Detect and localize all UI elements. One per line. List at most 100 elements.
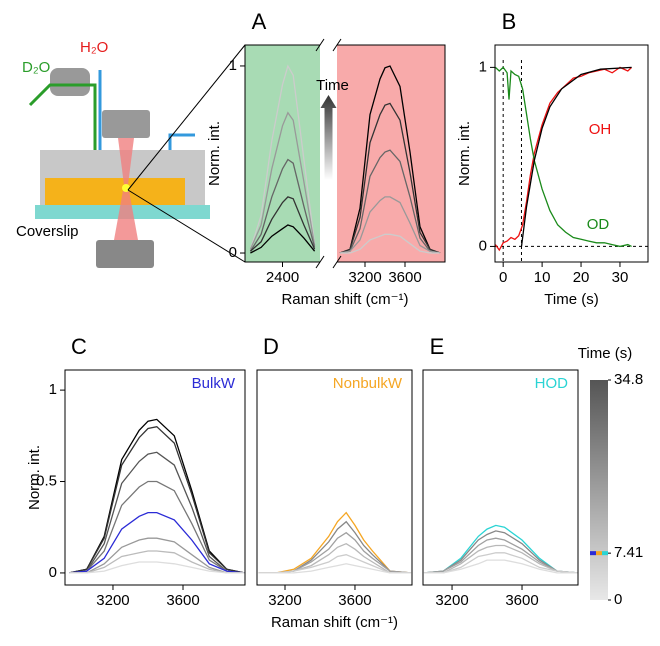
series-line [424,559,578,574]
series-line [339,196,441,254]
series-line [424,544,579,574]
x-tick-label: 3200 [268,592,301,609]
time-arrow [320,95,337,180]
x-tick-label: 3600 [166,592,199,609]
x-tick-label: 30 [612,269,629,286]
series-line [258,563,411,574]
series-line [494,66,633,252]
panel-label: C [71,334,87,359]
colorbar [590,380,608,600]
d2o-label: D₂O [22,59,50,76]
x-tick-label: 20 [573,269,590,286]
series-line [69,425,245,574]
x-axis-label: Time (s) [544,291,598,308]
series-line [69,537,245,574]
series-line [258,531,412,574]
x-tick-label: 3600 [505,592,538,609]
series-line [423,537,579,574]
series-line [494,66,632,248]
x-tick-label: 3200 [348,269,381,286]
y-tick-label: 1 [479,58,487,75]
series-line [339,149,441,254]
segment-background [337,45,445,262]
series-line [423,524,579,574]
tube-d2o [28,83,97,150]
x-tick-label: 2400 [266,269,299,286]
zoom-line [127,44,246,191]
break-mark [332,255,342,269]
series-line [339,65,441,254]
x-tick-label: 3600 [388,269,421,286]
panel-label: B [502,9,517,34]
series-line [520,66,632,247]
break-mark [332,38,342,52]
series-line [249,196,316,252]
x-axis-label: Raman shift (cm⁻¹) [281,291,408,308]
series-line [339,102,441,254]
series-label: OH [589,121,612,138]
x-tick-label: 3200 [96,592,129,609]
colorbar-marker [596,551,602,556]
objective-bottom [96,240,154,268]
series-label: OD [587,216,610,233]
zoom-line [127,189,246,263]
series-label: HOD [535,375,569,392]
colorbar-tick-label: 7.41 [614,544,643,561]
laser-top [118,138,134,185]
break-mark [315,38,325,52]
panel-label: D [263,334,279,359]
colorbar-tick-label: 0 [614,591,622,608]
x-tick-label: 0 [499,269,507,286]
panel-label: A [252,9,267,34]
x-tick-label: 3600 [338,592,371,609]
objective-top [102,110,150,138]
series-line [258,520,412,574]
coverslip-label: Coverslip [16,223,79,240]
series-line [249,64,316,250]
panel-label: E [430,334,445,359]
series-line [424,552,579,574]
y-tick-label: 0 [229,244,237,261]
colorbar-marker [602,551,608,556]
colorbar-marker [590,551,596,556]
axis-frame [64,369,246,586]
annotation: Time [316,77,349,94]
y-tick-label: 0.5 [36,472,57,489]
series-line [423,530,579,574]
x-tick-label: 10 [534,269,551,286]
y-tick-label: 0 [479,237,487,254]
schematic: D₂O H₂O Coverslip [16,39,246,268]
break-mark [315,255,325,269]
series-line [249,158,316,252]
valve [50,68,90,96]
axis-frame [256,369,413,586]
y-tick-label: 0 [49,564,57,581]
series-line [69,561,245,574]
series-line [69,550,245,574]
y-axis-label: Norm. int. [456,121,473,186]
series-line [69,480,245,574]
x-axis-label: Raman shift (cm⁻¹) [271,614,398,631]
series-line [249,111,316,250]
colorbar-tick-label: 34.8 [614,371,643,388]
series-line [340,233,440,254]
y-axis-label: Norm. int. [206,121,223,186]
series-label: BulkW [192,375,236,392]
h2o-label: H₂O [80,39,108,56]
series-line [250,224,316,254]
gel [45,178,185,206]
series-label: NonbulkW [333,375,403,392]
y-axis-label: Norm. int. [26,445,43,510]
series-line [258,511,412,574]
series-line [258,554,411,574]
y-tick-label: 1 [49,381,57,398]
laser-bottom [114,185,138,240]
outlet [168,133,195,150]
axis-frame [422,369,579,586]
x-tick-label: 3200 [435,592,468,609]
series-line [69,451,245,574]
y-tick-label: 1 [229,57,237,74]
axis-frame [494,44,649,263]
colorbar-label: Time (s) [578,345,632,362]
